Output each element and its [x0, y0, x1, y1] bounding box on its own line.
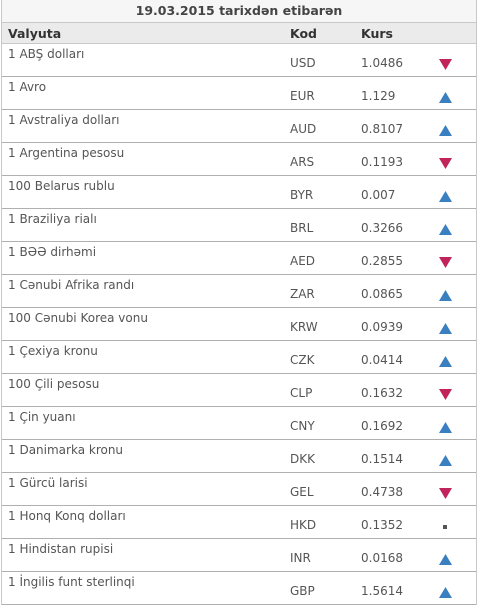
currency-name: 1 Çin yuanı: [8, 410, 76, 424]
trend-down-icon: [439, 59, 452, 70]
exchange-rate: 0.4738: [361, 485, 403, 499]
table-row: 1 Honq Konq dolları HKD 0.1352: [2, 506, 476, 539]
trend-up-icon: [439, 290, 452, 301]
currency-name: 1 Argentina pesosu: [8, 146, 125, 160]
table-row: 100 Cənubi Korea vonu KRW 0.0939: [2, 308, 476, 341]
currency-code: CZK: [290, 353, 315, 367]
currency-name: 1 BƏƏ dirhəmi: [8, 245, 97, 259]
table-row: 1 BƏƏ dirhəmi AED 0.2855: [2, 242, 476, 275]
currency-code: ZAR: [290, 287, 315, 301]
table-row: 1 Çexiya kronu CZK 0.0414: [2, 341, 476, 374]
exchange-rate: 0.0865: [361, 287, 403, 301]
table-row: 100 Çili pesosu CLP 0.1632: [2, 374, 476, 407]
trend-up-icon: [439, 125, 452, 136]
currency-code: BRL: [290, 221, 314, 235]
currency-code: EUR: [290, 89, 315, 103]
trend-up-icon: [439, 224, 452, 235]
exchange-rate: 0.3266: [361, 221, 403, 235]
currency-name: 1 Cənubi Afrika randı: [8, 278, 135, 292]
currency-name: 1 Danimarka kronu: [8, 443, 124, 457]
currency-code: ARS: [290, 155, 315, 169]
currency-code: BYR: [290, 188, 314, 202]
currency-name: 100 Çili pesosu: [8, 377, 100, 391]
table-row: 1 Gürcü larisi GEL 0.4738: [2, 473, 476, 506]
trend-up-icon: [439, 455, 452, 466]
currency-code: AED: [290, 254, 316, 268]
table-row: 1 Avro EUR 1.129: [2, 77, 476, 110]
column-header-rate: Kurs: [361, 26, 393, 41]
trend-up-icon: [439, 356, 452, 367]
table-body: 1 ABŞ dolları USD 1.0486 1 Avro EUR 1.129 1 Av…: [2, 44, 476, 605]
table-row: 1 Argentina pesosu ARS 0.1193: [2, 143, 476, 176]
currency-name: 1 Honq Konq dolları: [8, 509, 126, 523]
currency-code: CLP: [290, 386, 313, 400]
trend-down-icon: [439, 257, 452, 268]
table-row: 1 Danimarka kronu DKK 0.1514: [2, 440, 476, 473]
exchange-rate: 0.8107: [361, 122, 403, 136]
exchange-rate: 0.2855: [361, 254, 403, 268]
trend-down-icon: [439, 488, 452, 499]
table-row: 100 Belarus rublu BYR 0.007: [2, 176, 476, 209]
column-header-code: Kod: [290, 26, 318, 41]
table-row: 1 İngilis funt sterlinqi GBP 1.5614: [2, 572, 476, 605]
table-header: Valyuta Kod Kurs: [2, 23, 476, 44]
exchange-rate: 0.1514: [361, 452, 403, 466]
currency-code: GEL: [290, 485, 314, 499]
exchange-rate: 1.5614: [361, 584, 403, 598]
currency-name: 1 Gürcü larisi: [8, 476, 88, 490]
exchange-rate: 0.1692: [361, 419, 403, 433]
currency-code: HKD: [290, 518, 317, 532]
trend-up-icon: [439, 554, 452, 565]
trend-up-icon: [439, 191, 452, 202]
currency-code: AUD: [290, 122, 317, 136]
currency-name: 1 Avro: [8, 80, 47, 94]
trend-up-icon: [439, 587, 452, 598]
exchange-rate: 0.0414: [361, 353, 403, 367]
currency-name: 100 Cənubi Korea vonu: [8, 311, 148, 325]
table-row: 1 Hindistan rupisi INR 0.0168: [2, 539, 476, 572]
currency-name: 100 Belarus rublu: [8, 179, 115, 193]
table-row: 1 Çin yuanı CNY 0.1692: [2, 407, 476, 440]
table-row: 1 ABŞ dolları USD 1.0486: [2, 44, 476, 77]
currency-name: 1 Hindistan rupisi: [8, 542, 114, 556]
currency-code: INR: [290, 551, 311, 565]
currency-name: 1 İngilis funt sterlinqi: [8, 575, 135, 589]
exchange-rate: 0.1193: [361, 155, 403, 169]
currency-name: 1 Avstraliya dolları: [8, 113, 120, 127]
exchange-rate: 1.129: [361, 89, 396, 103]
currency-name: 1 Braziliya rialı: [8, 212, 97, 226]
trend-flat-icon: [443, 525, 447, 529]
trend-up-icon: [439, 323, 452, 334]
table-row: 1 Braziliya rialı BRL 0.3266: [2, 209, 476, 242]
exchange-rate: 0.007: [361, 188, 396, 202]
trend-up-icon: [439, 92, 452, 103]
table-row: 1 Cənubi Afrika randı ZAR 0.0865: [2, 275, 476, 308]
column-header-currency: Valyuta: [8, 26, 62, 41]
trend-up-icon: [439, 422, 452, 433]
exchange-rate: 0.1632: [361, 386, 403, 400]
currency-code: DKK: [290, 452, 315, 466]
currency-code: KRW: [290, 320, 318, 334]
exchange-rate: 0.0168: [361, 551, 403, 565]
exchange-rate: 1.0486: [361, 56, 403, 70]
trend-down-icon: [439, 158, 452, 169]
table-title: 19.03.2015 tarixdən etibarən: [2, 0, 476, 23]
currency-code: GBP: [290, 584, 315, 598]
currency-code: USD: [290, 56, 316, 70]
exchange-rate: 0.1352: [361, 518, 403, 532]
trend-down-icon: [439, 389, 452, 400]
currency-code: CNY: [290, 419, 315, 433]
currency-name: 1 Çexiya kronu: [8, 344, 98, 358]
exchange-rate: 0.0939: [361, 320, 403, 334]
currency-name: 1 ABŞ dolları: [8, 47, 85, 61]
table-row: 1 Avstraliya dolları AUD 0.8107: [2, 110, 476, 143]
